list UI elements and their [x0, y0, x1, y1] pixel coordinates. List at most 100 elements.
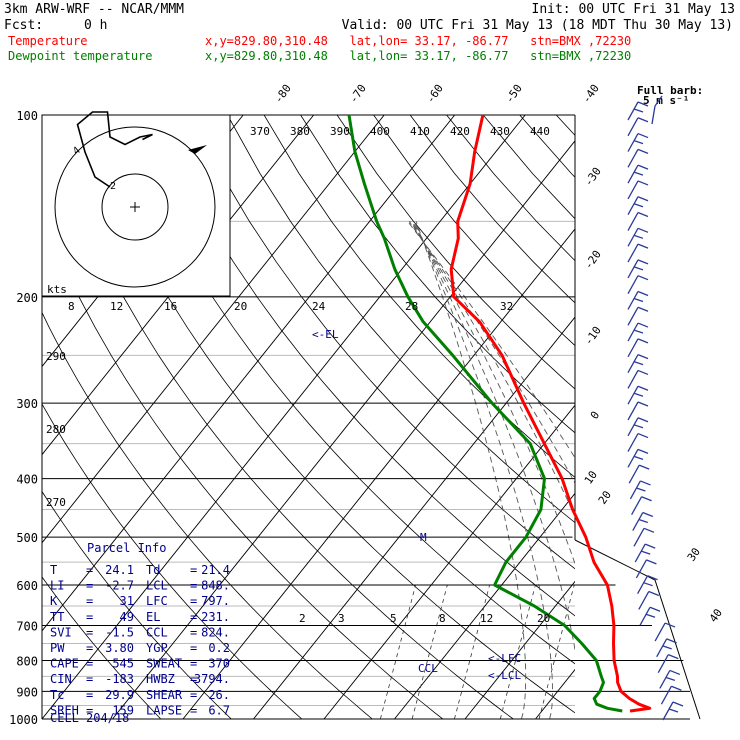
- isotherm--40: [182, 228, 575, 719]
- wind-barb-36: [659, 670, 671, 689]
- wind-barb-half-22: [633, 455, 644, 460]
- wind-barb-flag-34: [666, 638, 677, 644]
- wind-barb-flag-21: [637, 432, 649, 439]
- parcel-eq-right-7: =: [190, 672, 197, 686]
- ccl-marker: CCL: [418, 662, 438, 675]
- wind-barb-flag-37: [671, 685, 682, 691]
- wind-barb-half-18: [633, 392, 644, 397]
- wind-barb-29: [635, 559, 647, 579]
- wind-barb-flag-17: [637, 369, 649, 376]
- dry-adiabat-300: [117, 115, 575, 665]
- isobar-label-200: 200: [16, 291, 38, 305]
- wind-barb-34: [656, 638, 668, 658]
- isotherm-label-m10: -10: [582, 324, 604, 348]
- dry-adiabat-270: [42, 213, 444, 719]
- parcel-eq-left-9: =: [86, 703, 93, 717]
- wind-barb-9: [627, 243, 639, 263]
- parcel-eq-right-2: =: [190, 594, 197, 608]
- hodograph-ring-32: 32: [500, 300, 513, 313]
- parcel-eq-left-1: =: [86, 579, 93, 593]
- parcel-eq-right-0: =: [190, 563, 197, 577]
- wind-barb-flag-36: [669, 669, 681, 676]
- parcel-eq-right-9: =: [190, 703, 197, 717]
- forecast-hour: 0 h: [84, 18, 107, 33]
- parcel-value-ccl: 824.: [201, 625, 230, 639]
- dewpoint-line: [347, 114, 623, 713]
- parcel-key-svi: SVI: [50, 625, 72, 639]
- isotherm-label-10: 10: [582, 468, 600, 486]
- wind-barb-31: [638, 591, 650, 610]
- isobar-label-500: 500: [16, 531, 38, 545]
- wind-barb-flag-14: [637, 322, 649, 328]
- wind-barb-35: [657, 654, 669, 673]
- parcel-value-svi: -1.5: [105, 625, 134, 639]
- hodograph-box: [41, 114, 231, 297]
- wind-barb-flag-3: [637, 148, 649, 154]
- wind-barb-23: [628, 464, 640, 484]
- parcel-value-ygp: 0.2: [208, 641, 230, 655]
- wind-barb-flag-19: [637, 401, 649, 407]
- wind-barb-flag-16: [637, 354, 649, 360]
- el-marker: <-EL: [312, 328, 339, 341]
- wind-barb-flag-26: [642, 511, 654, 518]
- model-title: 3km ARW-WRF -- NCAR/MMM: [4, 2, 184, 17]
- cell-value: 204/18: [86, 711, 129, 725]
- parcel-value-tt: 49: [120, 610, 134, 624]
- wind-barb-flag-9: [637, 243, 649, 249]
- dry-adiabat-460: [702, 115, 740, 719]
- parcel-key-tt: TT: [50, 610, 64, 624]
- parcel-key-li: LI: [50, 579, 64, 593]
- mixing-ratio-3: 3: [338, 612, 345, 625]
- theta-label-400: 400: [370, 125, 390, 138]
- wind-barb-flag-2: [637, 132, 649, 139]
- wind-barb-22: [627, 449, 639, 468]
- wind-barb-flag-38: [672, 701, 684, 707]
- legend-dewpoint-location: x,y=829.80,310.48 lat,lon= 33.17, -86.77…: [205, 49, 631, 63]
- isotherm-label-m60: -60: [424, 82, 446, 106]
- wind-barb-28: [634, 543, 646, 563]
- wind-barb-half-38: [668, 708, 679, 713]
- wind-barb-flag-30: [647, 575, 658, 581]
- wind-barb-flag-22: [637, 448, 649, 454]
- theta-label-410: 410: [410, 125, 430, 138]
- temperature-line: [449, 114, 652, 713]
- wind-barb-38: [662, 701, 674, 721]
- mixing-ratio-20: 20: [537, 612, 550, 625]
- hodograph-ring-12: 12: [110, 300, 123, 313]
- wind-barb-0: [627, 101, 639, 121]
- legend-dewpoint: Dewpoint temperature: [8, 49, 153, 63]
- mixing-ratio-5: 5: [390, 612, 397, 625]
- parcel-key-hwbz: HWBZ: [146, 672, 175, 686]
- parcel-key-lfc: LFC: [146, 594, 168, 608]
- parcel-key-lcl: LCL: [146, 579, 168, 593]
- isotherm-label-m30: -30: [582, 165, 604, 189]
- hodograph-ring-outer: [54, 126, 216, 288]
- wind-barb-half-30: [643, 582, 653, 587]
- theta-label-390: 390: [330, 125, 350, 138]
- wind-barb-half-24: [636, 487, 646, 492]
- isobar-label-700: 700: [16, 619, 38, 633]
- barb-legend-title: Full barb:: [637, 84, 703, 97]
- wind-barb-5: [627, 180, 639, 200]
- parcel-key-cin: CIN: [50, 672, 72, 686]
- mixing-ratio-line-8: [499, 584, 536, 719]
- wind-barb-flag-20: [637, 417, 649, 423]
- wind-barbs: [627, 101, 684, 721]
- parcel-value-shear: 26.: [208, 688, 230, 702]
- wind-barb-flag-28: [644, 543, 656, 549]
- wind-barb-flag-15: [637, 338, 649, 344]
- mixing-ratio-line-5: [454, 584, 490, 719]
- parcel-value-lfc: 797.: [201, 594, 230, 608]
- wind-barb-flag-12: [637, 290, 649, 297]
- wind-barb-half-10: [633, 266, 644, 271]
- wind-barb-flag-5: [637, 180, 649, 186]
- theta-label-280: 280: [46, 423, 66, 436]
- skewt-curves: [347, 114, 652, 713]
- parcel-value-t: 24.1: [105, 563, 134, 577]
- parcel-eq-left-5: =: [86, 641, 93, 655]
- wind-barb-27: [633, 528, 645, 547]
- mixing-ratio-2: 2: [299, 612, 306, 625]
- parcel-eq-right-8: =: [190, 688, 197, 702]
- wind-barb-flag-24: [640, 480, 651, 486]
- isotherm-label-40: 40: [707, 606, 725, 624]
